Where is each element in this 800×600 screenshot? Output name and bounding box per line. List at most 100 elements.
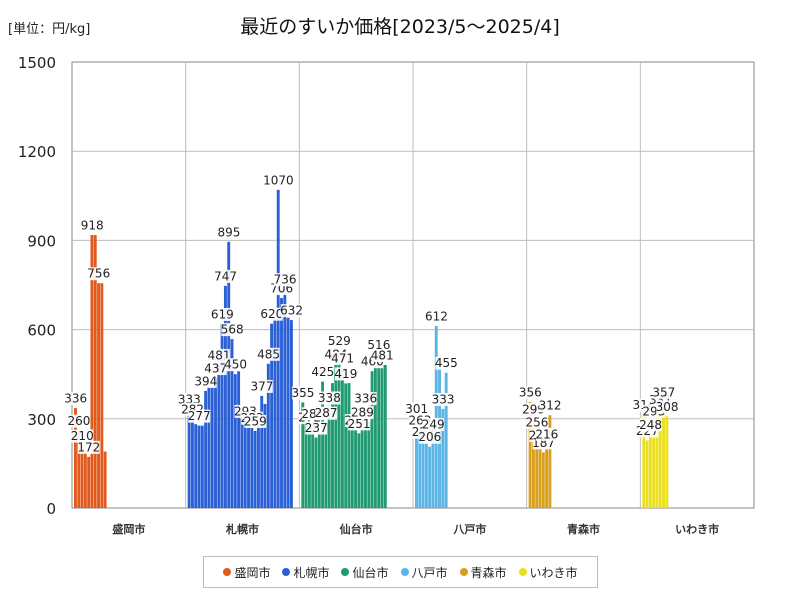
data-label-bg: [194, 374, 217, 388]
bar: [304, 418, 308, 508]
data-label: 620: [260, 307, 283, 321]
bar: [194, 424, 198, 508]
data-label: 357: [652, 385, 675, 399]
legend-marker: [282, 568, 291, 576]
data-label: 756: [87, 267, 110, 281]
bar: [266, 363, 270, 508]
data-label-bg: [311, 365, 334, 379]
data-label: 394: [194, 374, 217, 388]
data-label-bg: [315, 406, 337, 420]
bar: [431, 433, 435, 508]
bar: [317, 432, 321, 508]
y-tick-label: 0: [46, 500, 56, 518]
data-label-bg: [519, 386, 542, 400]
data-label: 471: [331, 351, 354, 365]
bar: [243, 420, 247, 508]
data-label-bg: [71, 429, 94, 443]
data-label: 249: [422, 417, 445, 431]
data-label-bg: [221, 323, 244, 337]
bar: [83, 451, 87, 508]
bar: [645, 440, 649, 508]
data-label: 172: [77, 440, 100, 454]
data-label-bg: [367, 338, 390, 352]
bar: [373, 365, 377, 508]
data-label-bg: [224, 358, 247, 372]
bar: [360, 422, 364, 508]
bar: [227, 241, 231, 509]
data-label: 425: [311, 365, 334, 379]
bar: [187, 408, 191, 508]
bar: [380, 364, 384, 508]
bar: [256, 421, 260, 508]
legend-label: いわき市: [529, 565, 578, 580]
bar: [280, 298, 283, 508]
bar: [648, 434, 652, 508]
data-label-bg: [422, 417, 445, 431]
data-label-bg: [348, 417, 370, 431]
bar: [80, 445, 84, 508]
data-label-bg: [77, 440, 100, 454]
bar: [444, 372, 448, 508]
legend-label: 青森市: [470, 565, 507, 580]
bar: [658, 409, 662, 508]
bar: [354, 430, 358, 508]
data-label-bg: [652, 385, 675, 399]
data-label: 256: [525, 415, 548, 429]
data-label: 1070: [263, 173, 294, 187]
bar: [301, 402, 305, 508]
x-tick-label: 札幌市: [225, 522, 259, 536]
data-label-bg: [214, 269, 237, 283]
data-label: 216: [535, 427, 558, 441]
data-label-bg: [331, 351, 354, 365]
data-label: 355: [292, 386, 315, 400]
data-label-bg: [260, 307, 283, 321]
chart-title: 最近のすいか価格[2023/5～2025/4]: [240, 16, 560, 38]
bar: [340, 367, 344, 508]
data-label-bg: [328, 334, 351, 348]
chart-legend: 盛岡市 札幌市 仙台市 八戸市 青森市 いわき市: [203, 556, 598, 588]
data-label-bg: [188, 409, 211, 423]
data-label-bg: [539, 399, 562, 413]
data-label-bg: [371, 348, 394, 362]
x-tick-label: いわき市: [675, 522, 719, 536]
bar: [327, 407, 331, 508]
bar: [103, 451, 107, 508]
x-tick-label: 仙台市: [340, 522, 373, 536]
data-label: 437: [204, 362, 227, 376]
data-label-bg: [274, 273, 296, 287]
bar: [531, 419, 535, 508]
bar: [344, 383, 348, 508]
data-label: 516: [367, 338, 390, 352]
data-label: 277: [188, 409, 211, 423]
bar: [247, 423, 250, 508]
bar: [253, 430, 257, 508]
data-label-bg: [432, 392, 454, 406]
bar: [415, 418, 418, 508]
data-label-bg: [87, 267, 110, 281]
data-label: 377: [250, 379, 273, 393]
bar: [655, 411, 659, 508]
bar: [662, 401, 666, 508]
data-label-bg: [264, 173, 293, 187]
data-label: 251: [348, 417, 371, 431]
legend-marker: [223, 568, 232, 576]
legend-item-sapporo: 札幌市: [282, 564, 329, 581]
bar: [93, 235, 97, 508]
bar: [250, 427, 254, 508]
bar: [548, 415, 552, 508]
unit-label: [単位：円/kg]: [8, 22, 91, 37]
data-label-bg: [81, 219, 104, 233]
data-label-bg: [318, 391, 341, 405]
bar: [331, 383, 334, 508]
legend-label: 盛岡市: [234, 565, 271, 580]
data-label-bg: [656, 400, 678, 414]
bar: [418, 429, 422, 508]
bar: [364, 408, 367, 508]
bar: [370, 371, 374, 508]
data-label: 336: [64, 392, 87, 406]
bar: [350, 424, 354, 508]
bar: [240, 418, 244, 508]
bar: [87, 456, 91, 508]
legend-marker: [518, 568, 527, 576]
bar: [538, 444, 542, 508]
